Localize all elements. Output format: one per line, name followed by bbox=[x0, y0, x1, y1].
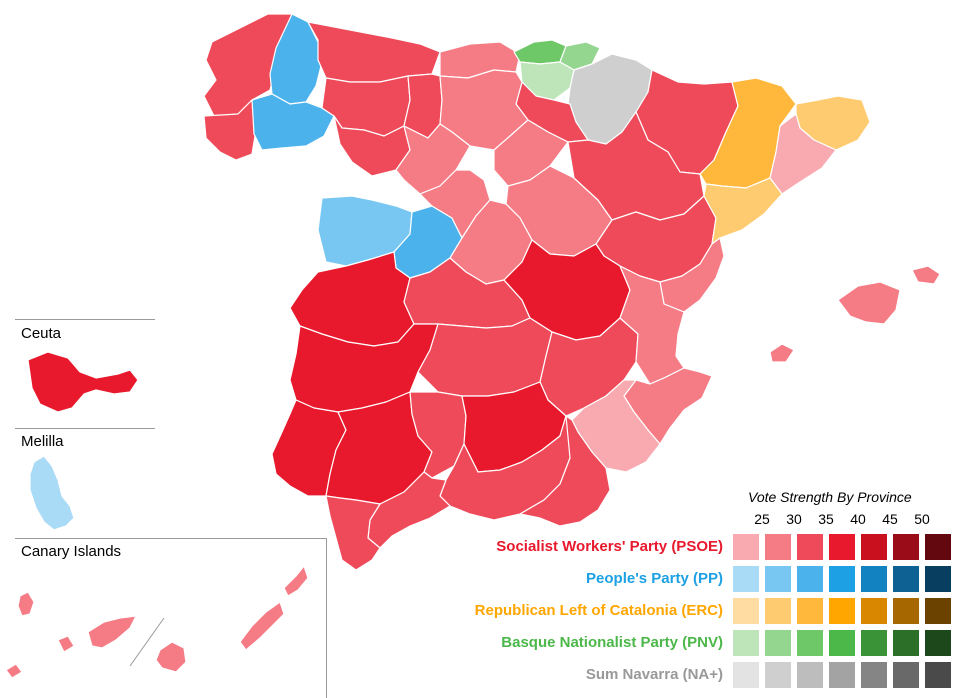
legend-swatch-pnv-6 bbox=[892, 629, 920, 657]
legend-swatch-psoe-5 bbox=[860, 533, 888, 561]
legend-swatch-pp-4 bbox=[828, 565, 856, 593]
legend-swatch-erc-7 bbox=[924, 597, 952, 625]
legend-swatch-erc-4 bbox=[828, 597, 856, 625]
legend-swatch-erc-1 bbox=[732, 597, 760, 625]
legend-swatch-pp-2 bbox=[764, 565, 792, 593]
melilla-outline[interactable] bbox=[29, 455, 75, 531]
legend-party-psoe: Socialist Workers' Party (PSOE) bbox=[496, 538, 723, 555]
melilla-inset-line bbox=[15, 428, 155, 429]
canary-fuerteventura[interactable] bbox=[239, 601, 285, 651]
legend-swatch-pnv-4 bbox=[828, 629, 856, 657]
province-ciudad-real[interactable] bbox=[417, 317, 553, 397]
legend-swatch-psoe-4 bbox=[828, 533, 856, 561]
legend-swatch-pp-1 bbox=[732, 565, 760, 593]
legend-swatch-na-7 bbox=[924, 661, 952, 689]
legend-swatch-na-5 bbox=[860, 661, 888, 689]
province-baleares-ibiza[interactable] bbox=[769, 343, 795, 363]
canary-tenerife[interactable] bbox=[87, 615, 137, 649]
province-barcelona[interactable] bbox=[769, 113, 837, 195]
province-badajoz[interactable] bbox=[289, 323, 439, 413]
ceuta-outline[interactable] bbox=[27, 351, 139, 413]
canary-la-palma[interactable] bbox=[17, 591, 35, 617]
canary-islands-label: Canary Islands bbox=[21, 543, 122, 560]
legend-swatch-pp-5 bbox=[860, 565, 888, 593]
legend-scale-50: 50 bbox=[914, 511, 930, 527]
legend-swatch-pnv-2 bbox=[764, 629, 792, 657]
legend-scale-35: 35 bbox=[818, 511, 834, 527]
legend-swatch-pp-3 bbox=[796, 565, 824, 593]
legend-title: Vote Strength By Province bbox=[748, 489, 912, 505]
legend-swatch-pnv-1 bbox=[732, 629, 760, 657]
legend-scale-45: 45 bbox=[882, 511, 898, 527]
canary-el-hierro[interactable] bbox=[5, 663, 23, 679]
canary-inset-line bbox=[15, 538, 327, 539]
canary-la-gomera[interactable] bbox=[57, 635, 75, 653]
melilla-label: Melilla bbox=[21, 433, 64, 450]
legend-swatch-na-4 bbox=[828, 661, 856, 689]
legend-swatch-na-2 bbox=[764, 661, 792, 689]
legend-swatch-erc-3 bbox=[796, 597, 824, 625]
province-ourense[interactable] bbox=[251, 93, 335, 151]
province-baleares-menorca[interactable] bbox=[911, 265, 941, 285]
canary-gran-canaria[interactable] bbox=[155, 641, 187, 673]
province-asturias[interactable] bbox=[307, 21, 441, 83]
province-soria[interactable] bbox=[493, 119, 569, 187]
legend-swatch-erc-5 bbox=[860, 597, 888, 625]
legend-party-pp: People's Party (PP) bbox=[586, 570, 723, 587]
legend-swatch-na-3 bbox=[796, 661, 824, 689]
canary-divider-line bbox=[129, 617, 165, 667]
province-baleares-mallorca[interactable] bbox=[837, 281, 901, 325]
province-pontevedra[interactable] bbox=[203, 99, 257, 161]
legend-scale-30: 30 bbox=[786, 511, 802, 527]
ceuta-inset-line bbox=[15, 319, 155, 320]
legend-swatch-psoe-6 bbox=[892, 533, 920, 561]
legend-swatch-erc-2 bbox=[764, 597, 792, 625]
legend-party-pnv: Basque Nationalist Party (PNV) bbox=[501, 634, 723, 651]
legend-swatch-psoe-2 bbox=[764, 533, 792, 561]
legend-swatch-psoe-1 bbox=[732, 533, 760, 561]
province-cadiz[interactable] bbox=[325, 495, 381, 571]
legend-party-na: Sum Navarra (NA+) bbox=[585, 666, 723, 683]
province-tarragona[interactable] bbox=[703, 177, 783, 245]
legend-swatch-psoe-3 bbox=[796, 533, 824, 561]
province-almeria[interactable] bbox=[519, 415, 611, 527]
legend-swatch-pnv-5 bbox=[860, 629, 888, 657]
province-bizkaia[interactable] bbox=[513, 39, 567, 65]
province-cordoba[interactable] bbox=[409, 391, 467, 479]
legend-party-erc: Republican Left of Catalonia (ERC) bbox=[474, 602, 723, 619]
legend-swatch-pp-6 bbox=[892, 565, 920, 593]
legend-swatch-na-6 bbox=[892, 661, 920, 689]
legend-scale-40: 40 bbox=[850, 511, 866, 527]
legend-swatch-psoe-7 bbox=[924, 533, 952, 561]
legend-swatch-pp-7 bbox=[924, 565, 952, 593]
legend-scale-25: 25 bbox=[754, 511, 770, 527]
canary-lanzarote[interactable] bbox=[283, 565, 309, 597]
legend-swatch-na-1 bbox=[732, 661, 760, 689]
legend-swatch-pnv-7 bbox=[924, 629, 952, 657]
province-leon[interactable] bbox=[321, 75, 411, 137]
canary-inset-side-line bbox=[326, 538, 327, 698]
province-a-coruna[interactable] bbox=[203, 13, 293, 117]
legend-swatch-pnv-3 bbox=[796, 629, 824, 657]
ceuta-label: Ceuta bbox=[21, 325, 62, 342]
legend-swatch-erc-6 bbox=[892, 597, 920, 625]
